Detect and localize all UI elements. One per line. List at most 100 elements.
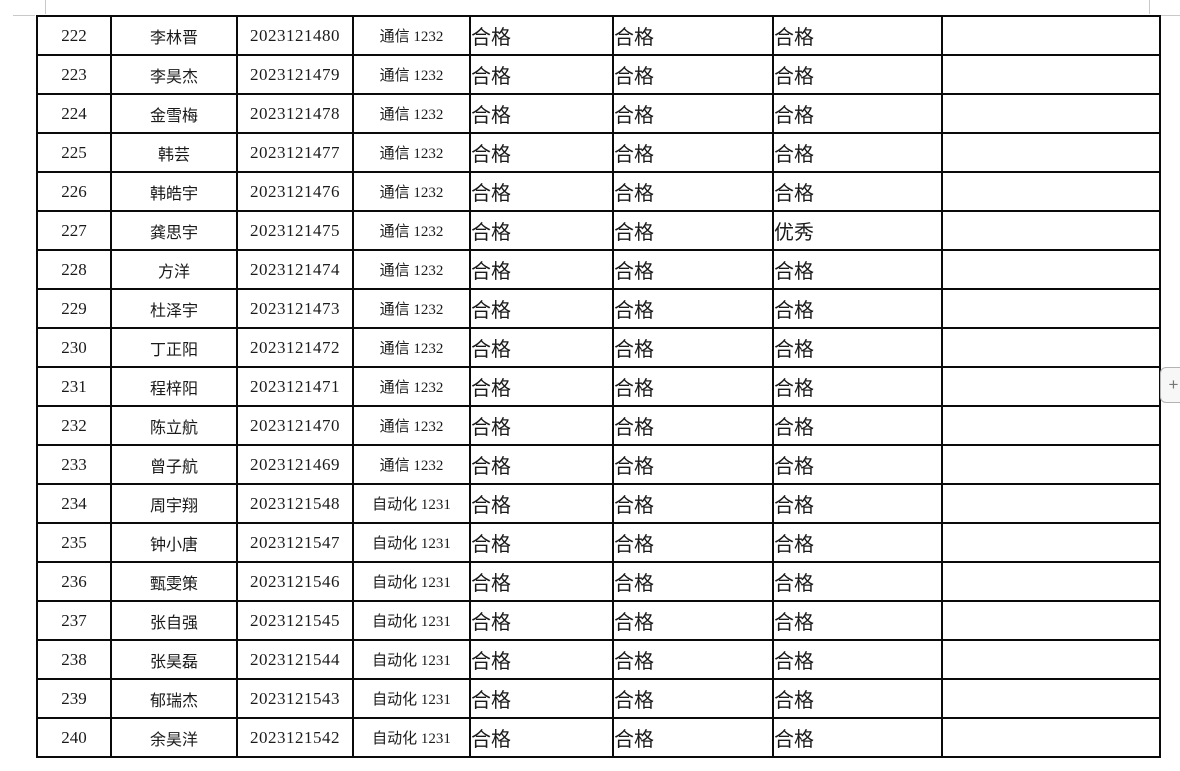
cell-eval-3[interactable]: 合格 — [772, 522, 943, 563]
cell-student-id[interactable]: 2023121477 — [236, 132, 354, 173]
cell-eval-3[interactable]: 合格 — [772, 327, 943, 368]
cell-eval-3[interactable]: 合格 — [772, 366, 943, 407]
cell-row-number[interactable]: 224 — [36, 93, 112, 134]
cell-class[interactable]: 自动化 1231 — [352, 639, 471, 680]
cell-class[interactable]: 自动化 1231 — [352, 561, 471, 602]
cell-eval-2[interactable]: 合格 — [612, 210, 774, 251]
cell-eval-2[interactable]: 合格 — [612, 366, 774, 407]
cell-eval-1[interactable]: 合格 — [469, 132, 614, 173]
cell-eval-1[interactable]: 合格 — [469, 405, 614, 446]
cell-eval-3[interactable]: 合格 — [772, 405, 943, 446]
cell-student-id[interactable]: 2023121544 — [236, 639, 354, 680]
add-plus-button[interactable]: + — [1160, 367, 1180, 403]
cell-name[interactable]: 陈立航 — [110, 405, 238, 446]
cell-eval-3[interactable]: 合格 — [772, 132, 943, 173]
cell-note-empty[interactable] — [941, 483, 1161, 524]
cell-student-id[interactable]: 2023121475 — [236, 210, 354, 251]
cell-student-id[interactable]: 2023121548 — [236, 483, 354, 524]
cell-row-number[interactable]: 226 — [36, 171, 112, 212]
cell-name[interactable]: 甄雯策 — [110, 561, 238, 602]
cell-name[interactable]: 丁正阳 — [110, 327, 238, 368]
cell-note-empty[interactable] — [941, 15, 1161, 56]
cell-row-number[interactable]: 240 — [36, 717, 112, 758]
cell-row-number[interactable]: 236 — [36, 561, 112, 602]
cell-eval-1[interactable]: 合格 — [469, 93, 614, 134]
cell-eval-2[interactable]: 合格 — [612, 483, 774, 524]
cell-name[interactable]: 金雪梅 — [110, 93, 238, 134]
cell-eval-1[interactable]: 合格 — [469, 54, 614, 95]
cell-row-number[interactable]: 222 — [36, 15, 112, 56]
cell-note-empty[interactable] — [941, 171, 1161, 212]
cell-class[interactable]: 自动化 1231 — [352, 483, 471, 524]
cell-name[interactable]: 龚思宇 — [110, 210, 238, 251]
cell-eval-1[interactable]: 合格 — [469, 249, 614, 290]
cell-row-number[interactable]: 225 — [36, 132, 112, 173]
cell-student-id[interactable]: 2023121545 — [236, 600, 354, 641]
cell-name[interactable]: 李昊杰 — [110, 54, 238, 95]
cell-eval-2[interactable]: 合格 — [612, 171, 774, 212]
cell-eval-3[interactable]: 合格 — [772, 678, 943, 719]
cell-row-number[interactable]: 238 — [36, 639, 112, 680]
cell-name[interactable]: 韩芸 — [110, 132, 238, 173]
cell-eval-3[interactable]: 合格 — [772, 15, 943, 56]
cell-eval-2[interactable]: 合格 — [612, 444, 774, 485]
cell-eval-2[interactable]: 合格 — [612, 93, 774, 134]
cell-eval-1[interactable]: 合格 — [469, 288, 614, 329]
cell-note-empty[interactable] — [941, 54, 1161, 95]
cell-eval-3[interactable]: 合格 — [772, 171, 943, 212]
cell-eval-1[interactable]: 合格 — [469, 483, 614, 524]
cell-class[interactable]: 通信 1232 — [352, 366, 471, 407]
cell-note-empty[interactable] — [941, 132, 1161, 173]
cell-student-id[interactable]: 2023121474 — [236, 249, 354, 290]
cell-class[interactable]: 通信 1232 — [352, 171, 471, 212]
cell-eval-2[interactable]: 合格 — [612, 717, 774, 758]
cell-row-number[interactable]: 232 — [36, 405, 112, 446]
cell-eval-2[interactable]: 合格 — [612, 249, 774, 290]
cell-note-empty[interactable] — [941, 561, 1161, 602]
cell-student-id[interactable]: 2023121473 — [236, 288, 354, 329]
cell-note-empty[interactable] — [941, 444, 1161, 485]
cell-note-empty[interactable] — [941, 405, 1161, 446]
cell-name[interactable]: 余昊洋 — [110, 717, 238, 758]
cell-student-id[interactable]: 2023121546 — [236, 561, 354, 602]
cell-eval-3[interactable]: 合格 — [772, 288, 943, 329]
cell-student-id[interactable]: 2023121472 — [236, 327, 354, 368]
cell-eval-2[interactable]: 合格 — [612, 678, 774, 719]
cell-eval-2[interactable]: 合格 — [612, 600, 774, 641]
cell-name[interactable]: 韩皓宇 — [110, 171, 238, 212]
cell-row-number[interactable]: 223 — [36, 54, 112, 95]
cell-eval-3[interactable]: 合格 — [772, 249, 943, 290]
cell-name[interactable]: 张昊磊 — [110, 639, 238, 680]
cell-eval-3[interactable]: 合格 — [772, 639, 943, 680]
cell-student-id[interactable]: 2023121479 — [236, 54, 354, 95]
cell-name[interactable]: 周宇翔 — [110, 483, 238, 524]
cell-name[interactable]: 程梓阳 — [110, 366, 238, 407]
cell-note-empty[interactable] — [941, 639, 1161, 680]
cell-name[interactable]: 钟小唐 — [110, 522, 238, 563]
cell-note-empty[interactable] — [941, 327, 1161, 368]
cell-class[interactable]: 通信 1232 — [352, 210, 471, 251]
cell-eval-1[interactable]: 合格 — [469, 522, 614, 563]
cell-student-id[interactable]: 2023121478 — [236, 93, 354, 134]
cell-eval-3[interactable]: 优秀 — [772, 210, 943, 251]
cell-student-id[interactable]: 2023121547 — [236, 522, 354, 563]
cell-row-number[interactable]: 229 — [36, 288, 112, 329]
cell-row-number[interactable]: 239 — [36, 678, 112, 719]
cell-eval-1[interactable]: 合格 — [469, 639, 614, 680]
cell-row-number[interactable]: 234 — [36, 483, 112, 524]
cell-note-empty[interactable] — [941, 717, 1161, 758]
cell-class[interactable]: 通信 1232 — [352, 15, 471, 56]
cell-note-empty[interactable] — [941, 288, 1161, 329]
cell-class[interactable]: 通信 1232 — [352, 444, 471, 485]
cell-class[interactable]: 通信 1232 — [352, 132, 471, 173]
cell-eval-2[interactable]: 合格 — [612, 327, 774, 368]
cell-note-empty[interactable] — [941, 522, 1161, 563]
cell-row-number[interactable]: 228 — [36, 249, 112, 290]
cell-eval-2[interactable]: 合格 — [612, 639, 774, 680]
cell-name[interactable]: 李林晋 — [110, 15, 238, 56]
cell-eval-1[interactable]: 合格 — [469, 210, 614, 251]
cell-eval-1[interactable]: 合格 — [469, 678, 614, 719]
cell-student-id[interactable]: 2023121542 — [236, 717, 354, 758]
cell-student-id[interactable]: 2023121543 — [236, 678, 354, 719]
cell-note-empty[interactable] — [941, 678, 1161, 719]
